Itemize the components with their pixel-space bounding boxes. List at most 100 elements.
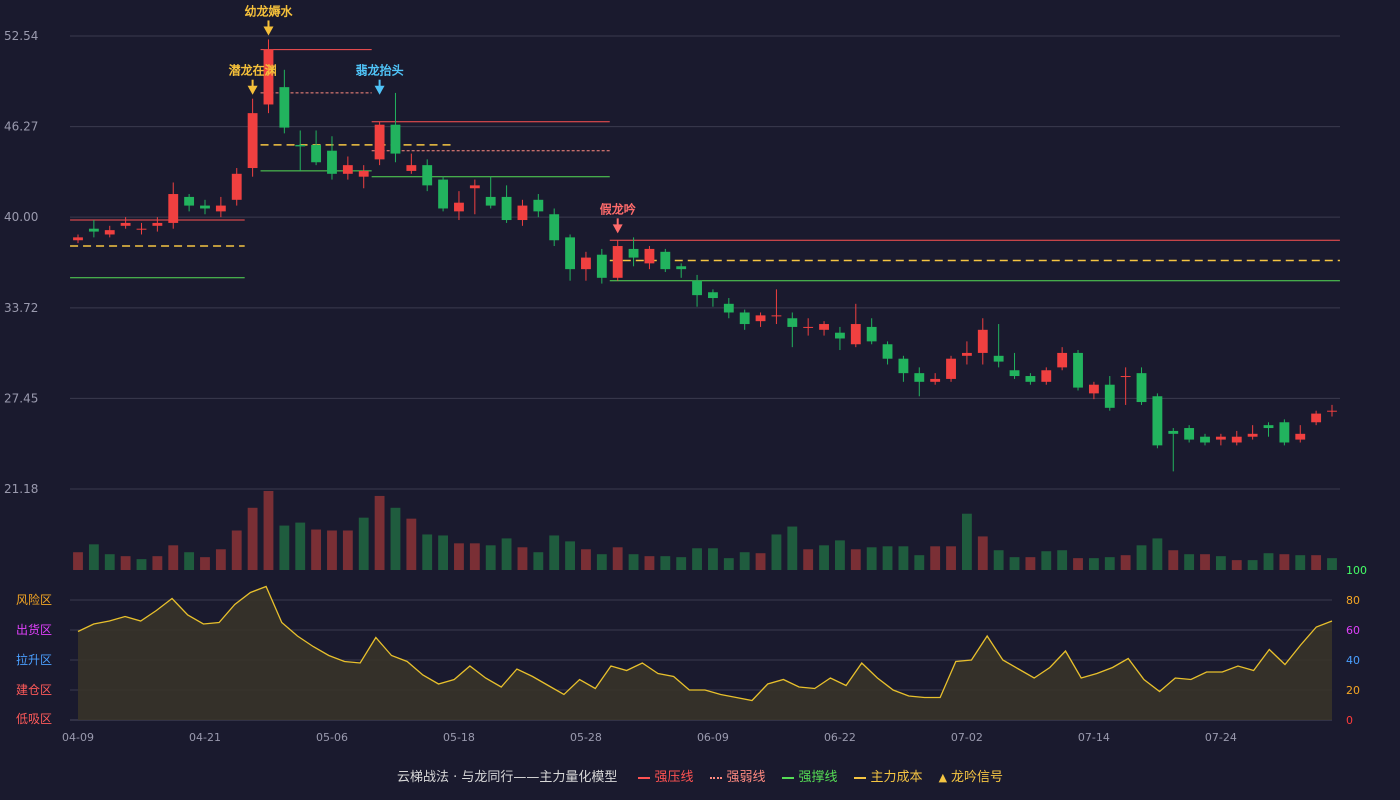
legend-triangle-icon: ▲: [938, 771, 948, 784]
candle-body: [930, 378, 941, 382]
candle-body: [946, 358, 956, 379]
candle-body: [438, 179, 449, 209]
volume-bar: [311, 529, 322, 570]
signal-arrow: [374, 85, 385, 95]
volume-bar: [215, 549, 226, 570]
volume-bar: [692, 548, 702, 570]
legend-item-label: 强弱线: [726, 770, 766, 785]
candle-body: [533, 199, 544, 212]
candle-body: [850, 324, 861, 345]
volume-bar: [1279, 554, 1290, 570]
volume-bar: [104, 554, 115, 570]
candle-body: [390, 124, 401, 154]
candle-body: [723, 303, 734, 313]
volume-bar: [501, 538, 512, 570]
candle-body: [215, 205, 226, 212]
candle-body: [311, 144, 322, 163]
volume-bar: [866, 547, 877, 570]
osc-zone-label: 拉升区: [16, 652, 52, 667]
volume-bar: [1088, 558, 1099, 570]
price-tick-label: 46.27: [4, 120, 38, 134]
candle-body: [200, 205, 210, 209]
candle-body: [882, 344, 893, 359]
volume-bar: [1136, 545, 1147, 570]
volume-bar: [231, 530, 242, 570]
volume-bar: [946, 546, 956, 570]
candle-body: [1152, 396, 1163, 446]
legend-item: ▲ 龙吟信号: [939, 766, 1003, 785]
candle-body: [1200, 436, 1210, 443]
volume-bar: [819, 545, 829, 570]
legend-item: 强压线: [637, 766, 694, 785]
volume-bar: [993, 550, 1004, 570]
volume-bar: [469, 543, 480, 570]
candle-body: [1184, 428, 1195, 440]
legend-title: 云梯战法 · 与龙同行——主力量化模型: [396, 770, 618, 785]
volume-bar: [1120, 555, 1131, 570]
x-tick-label: 05-06: [316, 731, 348, 744]
legend-item-label: 强撑线: [798, 770, 838, 785]
volume-bar: [628, 554, 639, 570]
candle-body: [961, 352, 972, 356]
volume-bar: [263, 491, 274, 570]
candle-body: [914, 373, 925, 382]
osc-tick-label: 80: [1346, 594, 1360, 607]
signal-label: 翡龙抬头: [356, 63, 404, 78]
legend-swatch: [853, 776, 866, 779]
candle-body: [787, 318, 798, 327]
candle-body: [993, 355, 1004, 362]
volume-bar: [1295, 555, 1306, 570]
volume-bar: [708, 548, 718, 570]
volume-bar: [612, 547, 623, 570]
candle-body: [1311, 413, 1322, 423]
candle-body: [1215, 436, 1226, 440]
volume-bar: [1009, 557, 1020, 570]
x-tick-label: 06-09: [697, 731, 729, 744]
candle-body: [1295, 433, 1306, 440]
candle-body: [1120, 376, 1131, 378]
x-tick-label: 04-21: [189, 731, 221, 744]
volume-bar: [247, 507, 258, 570]
candle-body: [692, 280, 702, 296]
volume-bar: [184, 552, 195, 570]
legend-swatch: [781, 776, 794, 779]
candle-body: [1104, 384, 1115, 408]
volume-bar: [739, 552, 750, 570]
candle-body: [327, 150, 337, 174]
volume-bar: [1247, 560, 1258, 570]
candle-body: [549, 214, 560, 241]
legend-swatch: [709, 776, 722, 779]
candle-body: [104, 230, 115, 235]
volume-bar: [930, 546, 941, 570]
x-tick-label: 04-09: [62, 731, 94, 744]
candle-body: [739, 312, 750, 325]
volume-bar: [168, 545, 179, 570]
candle-body: [1263, 425, 1274, 429]
osc-zone-label: 风险区: [16, 592, 52, 607]
candle-body: [88, 228, 99, 232]
volume-bar: [1073, 558, 1083, 570]
volume-bar: [549, 535, 560, 570]
volume-bar: [73, 552, 83, 570]
candle-body: [835, 332, 845, 339]
osc-tick-label: 60: [1346, 624, 1360, 637]
volume-bar: [88, 544, 99, 570]
price-tick-label: 21.18: [4, 482, 38, 496]
candle-body: [771, 315, 782, 317]
volume-bar: [1327, 558, 1337, 570]
volume-bar: [152, 556, 163, 570]
candle-body: [517, 205, 528, 221]
volume-bar: [755, 553, 766, 570]
x-tick-label: 07-14: [1078, 731, 1110, 744]
candle-body: [1136, 373, 1147, 403]
volume-bar: [1311, 555, 1322, 570]
osc-zone-label: 低吸区: [16, 712, 52, 726]
candle-body: [501, 196, 512, 221]
candle-body: [1088, 384, 1099, 394]
volume-bar: [438, 535, 449, 570]
candles: [73, 39, 1337, 472]
candle-body: [422, 165, 433, 186]
signal-label: 假龙吟: [600, 201, 636, 216]
